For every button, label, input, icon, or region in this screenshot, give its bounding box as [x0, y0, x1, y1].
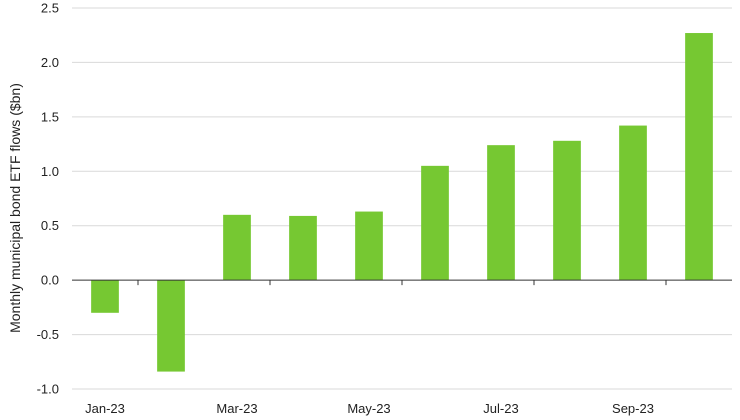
x-tick-label: Jan-23 [85, 401, 125, 416]
x-axis [72, 279, 732, 286]
y-tick-label: 1.0 [41, 164, 59, 179]
y-tick-label: 2.5 [41, 1, 59, 16]
x-tick-label: Mar-23 [216, 401, 257, 416]
bar-apr-23 [289, 215, 317, 281]
bar-jan-23 [91, 280, 119, 313]
bar-jun-23 [421, 165, 449, 281]
bar-jul-23 [487, 145, 515, 281]
bars [91, 33, 713, 372]
y-tick-label: -1.0 [37, 382, 59, 397]
y-tick-label: 2.0 [41, 55, 59, 70]
bar-feb-23 [157, 280, 185, 372]
bar-mar-23 [223, 214, 251, 281]
y-tick-label: 0.0 [41, 273, 59, 288]
bar-oct-23 [685, 33, 713, 281]
y-tick-label: -0.5 [37, 327, 59, 342]
x-tick-label: Sep-23 [612, 401, 654, 416]
y-axis: 2.5 2.0 1.5 1.0 0.5 0.0 -0.5 -1.0 [37, 1, 59, 397]
y-axis-title: Monthly municipal bond ETF flows ($bn) [7, 83, 23, 333]
x-tick-label: May-23 [347, 401, 390, 416]
x-tick-labels: Jan-23 Mar-23 May-23 Jul-23 Sep-23 [85, 401, 654, 416]
y-tick-label: 1.5 [41, 109, 59, 124]
y-tick-label: 0.5 [41, 218, 59, 233]
x-tick-label: Jul-23 [483, 401, 518, 416]
bar-may-23 [355, 211, 383, 281]
bar-sep-23 [619, 125, 647, 281]
bar-aug-23 [553, 140, 581, 281]
